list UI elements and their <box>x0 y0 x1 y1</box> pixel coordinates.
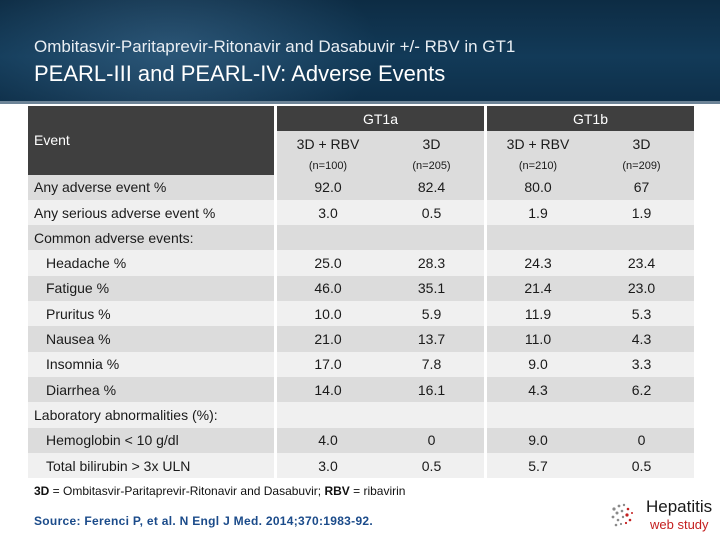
table-cell: 11.0 <box>484 326 589 352</box>
regimen-header: 3D + RBV <box>484 131 589 157</box>
table-row: Hemoglobin < 10 g/dl 4.0 0 9.0 0 <box>28 427 694 453</box>
table-row: Any adverse event % 92.0 82.4 80.0 67 <box>28 174 694 200</box>
sample-size: (n=205) <box>379 156 484 175</box>
adverse-events-table: Event GT1a GT1b 3D + RBV 3D 3D + RBV 3D … <box>28 106 694 479</box>
table-cell: 10.0 <box>274 301 379 327</box>
table-cell <box>274 225 379 251</box>
table-cell: 92.0 <box>274 174 379 200</box>
table-cell <box>589 402 694 428</box>
regimen-header: 3D + RBV <box>274 131 379 157</box>
hepatitis-logo-icon <box>611 503 633 527</box>
table-cell: 28.3 <box>379 250 484 276</box>
table-cell <box>274 402 379 428</box>
section-row: Laboratory abnormalities (%): <box>28 402 694 428</box>
footnote-abbr: 3D <box>34 484 50 498</box>
table-cell: 4.0 <box>274 427 379 453</box>
group-header-gt1a: GT1a <box>274 106 484 132</box>
table-cell: 21.0 <box>274 326 379 352</box>
table-row: Insomnia % 17.0 7.8 9.0 3.3 <box>28 351 694 377</box>
row-label: Total bilirubin > 3x ULN <box>28 452 274 479</box>
table-cell <box>589 225 694 251</box>
table-row: Pruritus % 10.0 5.9 11.9 5.3 <box>28 301 694 327</box>
table-cell: 17.0 <box>274 351 379 377</box>
table-cell: 4.3 <box>589 326 694 352</box>
table-cell: 23.4 <box>589 250 694 276</box>
table-cell: 0 <box>379 427 484 453</box>
event-column-header: Event <box>28 106 274 175</box>
table-cell: 9.0 <box>484 427 589 453</box>
table-cell: 4.3 <box>484 376 589 403</box>
table-cell: 5.9 <box>379 301 484 327</box>
section-label: Laboratory abnormalities (%): <box>28 402 274 428</box>
row-label: Nausea % <box>28 326 274 352</box>
table-cell <box>379 402 484 428</box>
table-cell: 0.5 <box>589 452 694 479</box>
row-label: Insomnia % <box>28 351 274 377</box>
row-label: Diarrhea % <box>28 376 274 403</box>
table-cell: 0.5 <box>379 199 484 226</box>
regimen-header: 3D <box>379 131 484 157</box>
table-row: Headache % 25.0 28.3 24.3 23.4 <box>28 250 694 276</box>
table-row: Fatigue % 46.0 35.1 21.4 23.0 <box>28 275 694 302</box>
row-label: Pruritus % <box>28 301 274 327</box>
footnote-definition: = Ombitasvir-Paritaprevir-Ritonavir and … <box>49 484 325 498</box>
slide-header: Ombitasvir-Paritaprevir-Ritonavir and Da… <box>0 0 720 103</box>
table-cell: 1.9 <box>589 199 694 226</box>
table-cell: 3.0 <box>274 199 379 226</box>
table-row: Total bilirubin > 3x ULN 3.0 0.5 5.7 0.5 <box>28 452 694 479</box>
table-cell: 25.0 <box>274 250 379 276</box>
group-header-gt1b: GT1b <box>484 106 694 132</box>
table-cell: 13.7 <box>379 326 484 352</box>
section-row: Common adverse events: <box>28 225 694 251</box>
table-cell <box>484 225 589 251</box>
table-cell: 1.9 <box>484 199 589 226</box>
table-cell: 5.3 <box>589 301 694 327</box>
table-cell <box>379 225 484 251</box>
table-row: Diarrhea % 14.0 16.1 4.3 6.2 <box>28 376 694 403</box>
table-cell: 6.2 <box>589 376 694 403</box>
logo-text-web-study: web study <box>650 517 709 532</box>
table-cell: 0.5 <box>379 452 484 479</box>
table-cell: 3.0 <box>274 452 379 479</box>
row-label: Hemoglobin < 10 g/dl <box>28 427 274 453</box>
table-cell: 9.0 <box>484 351 589 377</box>
header-divider <box>0 101 720 104</box>
table-cell: 82.4 <box>379 174 484 200</box>
table-cell: 11.9 <box>484 301 589 327</box>
section-label: Common adverse events: <box>28 225 274 251</box>
row-label: Any adverse event % <box>28 174 274 200</box>
table-cell: 35.1 <box>379 275 484 302</box>
footnote-definition: = ribavirin <box>349 484 406 498</box>
sample-size: (n=210) <box>484 156 589 175</box>
slide-title: PEARL-III and PEARL-IV: Adverse Events <box>34 61 446 86</box>
table-cell: 5.7 <box>484 452 589 479</box>
regimen-header: 3D <box>589 131 694 157</box>
table-row: Any serious adverse event % 3.0 0.5 1.9 … <box>28 199 694 226</box>
table-cell: 24.3 <box>484 250 589 276</box>
row-label: Fatigue % <box>28 275 274 302</box>
table-cell <box>484 402 589 428</box>
table-cell: 16.1 <box>379 376 484 403</box>
sample-size: (n=100) <box>274 156 379 175</box>
hepatitis-web-study-logo: Hepatitis web study <box>608 497 712 537</box>
table-cell: 23.0 <box>589 275 694 302</box>
table-row: Nausea % 21.0 13.7 11.0 4.3 <box>28 326 694 352</box>
table-cell: 14.0 <box>274 376 379 403</box>
table-cell: 80.0 <box>484 174 589 200</box>
table-cell: 3.3 <box>589 351 694 377</box>
table-cell: 67 <box>589 174 694 200</box>
table-cell: 7.8 <box>379 351 484 377</box>
source-citation: Source: Ferenci P, et al. N Engl J Med. … <box>34 514 374 528</box>
row-label: Any serious adverse event % <box>28 199 274 226</box>
table-cell: 21.4 <box>484 275 589 302</box>
logo-text-hepatitis: Hepatitis <box>646 497 713 516</box>
table-cell: 0 <box>589 427 694 453</box>
footnote-abbr: RBV <box>324 484 350 498</box>
slide-subtitle: Ombitasvir-Paritaprevir-Ritonavir and Da… <box>34 37 516 56</box>
row-label: Headache % <box>28 250 274 276</box>
abbreviation-footnote: 3D = Ombitasvir-Paritaprevir-Ritonavir a… <box>34 484 405 498</box>
sample-size: (n=209) <box>589 156 694 175</box>
table-cell: 46.0 <box>274 275 379 302</box>
